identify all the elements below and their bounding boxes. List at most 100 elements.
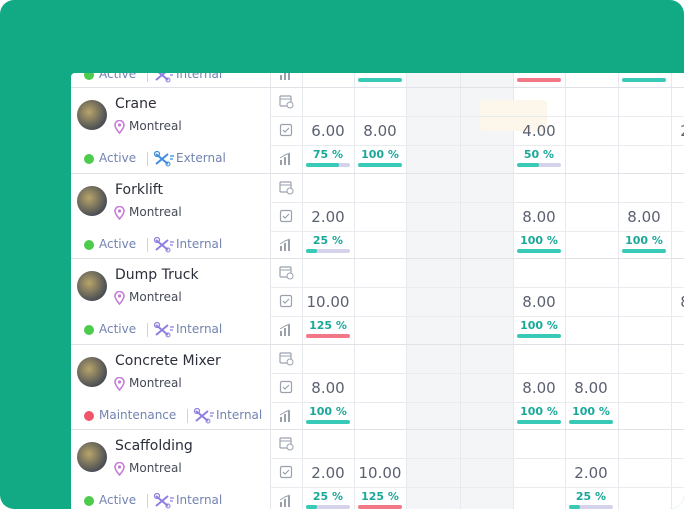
divider bbox=[147, 237, 148, 252]
type-text: Internal bbox=[176, 493, 223, 507]
hours: 4.00 bbox=[522, 122, 556, 140]
status-text: Active bbox=[99, 236, 137, 251]
divider bbox=[354, 73, 355, 509]
percent-label: 100 % bbox=[520, 319, 558, 332]
highlight bbox=[480, 100, 547, 131]
type-icon bbox=[153, 73, 175, 87]
hours: 8.00 bbox=[311, 378, 345, 397]
divider bbox=[187, 408, 188, 423]
hours: 8.00 bbox=[671, 293, 684, 311]
progress-track bbox=[358, 163, 402, 167]
hours: 8.00 bbox=[522, 293, 556, 311]
type-text: Internal bbox=[176, 73, 223, 81]
resource-location: Montreal bbox=[129, 461, 182, 475]
row-border bbox=[71, 343, 684, 345]
resource-grid: Active Internal 100 % 125 % 100 % Crane Montre… bbox=[71, 73, 684, 509]
progress-track bbox=[358, 77, 402, 82]
progress-fill bbox=[306, 248, 317, 253]
avatar bbox=[77, 271, 107, 301]
percent-label: 125 % bbox=[309, 319, 347, 332]
hours: 2.00 bbox=[311, 464, 345, 482]
calendar-icon bbox=[278, 264, 294, 284]
type-text: Internal bbox=[176, 322, 223, 336]
divider bbox=[671, 73, 672, 509]
status-dot bbox=[84, 154, 94, 164]
progress-track bbox=[569, 505, 613, 509]
subrow-border bbox=[270, 287, 684, 288]
location-pin bbox=[114, 290, 125, 309]
divider bbox=[618, 73, 619, 509]
percent-label: 125 % bbox=[515, 73, 563, 76]
percent-label: 100 % bbox=[361, 148, 399, 161]
divider bbox=[302, 73, 303, 509]
progress-track bbox=[569, 419, 613, 424]
divider bbox=[513, 73, 514, 509]
status-text: Active bbox=[99, 151, 137, 165]
chart-icon bbox=[278, 322, 294, 342]
location-pin bbox=[114, 461, 125, 480]
hours: 8.00 bbox=[522, 378, 556, 397]
row-border bbox=[71, 172, 684, 174]
progress-track bbox=[517, 419, 561, 424]
type-icon bbox=[153, 321, 175, 342]
progress-fill bbox=[306, 505, 317, 509]
subrow-border bbox=[270, 230, 684, 232]
row-border bbox=[71, 258, 684, 259]
calendar-icon bbox=[278, 350, 294, 370]
divider bbox=[147, 323, 148, 337]
hours: 10.00 bbox=[306, 293, 350, 311]
divider bbox=[147, 152, 148, 166]
status-text: Active bbox=[99, 73, 137, 81]
subrow-border bbox=[270, 458, 684, 459]
hours: 2.00 bbox=[574, 464, 608, 482]
chart-icon bbox=[278, 408, 294, 428]
status-dot bbox=[84, 410, 94, 421]
avatar bbox=[77, 356, 107, 387]
divider bbox=[147, 494, 148, 508]
divider bbox=[460, 73, 461, 509]
divider bbox=[565, 73, 566, 509]
progress-track bbox=[306, 248, 350, 253]
resource-name: Forklift bbox=[115, 181, 163, 198]
resource-location: Montreal bbox=[129, 204, 182, 219]
progress-fill bbox=[517, 163, 539, 167]
progress-track bbox=[517, 163, 561, 167]
chart-icon bbox=[278, 493, 294, 509]
status-text: Active bbox=[99, 322, 137, 336]
percent-label: 100 % bbox=[520, 404, 558, 418]
type-icon bbox=[153, 236, 175, 257]
progress-track bbox=[306, 334, 350, 338]
checklist-icon bbox=[278, 379, 294, 399]
divider bbox=[270, 73, 271, 509]
calendar-icon bbox=[278, 93, 294, 113]
percent-label: 25 % bbox=[312, 233, 344, 247]
status-dot bbox=[84, 496, 94, 506]
resource-location: Montreal bbox=[129, 290, 182, 304]
hours: 2.00 bbox=[671, 122, 684, 140]
percent-label: 100 % bbox=[309, 404, 347, 418]
divider bbox=[147, 73, 148, 82]
avatar bbox=[77, 100, 107, 130]
percent-label: 25 % bbox=[312, 490, 344, 503]
progress-track bbox=[517, 334, 561, 338]
subrow-border bbox=[270, 316, 684, 317]
type-text: Internal bbox=[176, 236, 223, 251]
percent-label: 50 % bbox=[523, 148, 555, 161]
divider bbox=[406, 73, 407, 509]
type-icon bbox=[153, 492, 175, 509]
progress-track bbox=[306, 419, 350, 424]
avatar bbox=[77, 442, 107, 472]
hours: 8.00 bbox=[574, 378, 608, 397]
calendar-icon bbox=[278, 435, 294, 455]
location-pin bbox=[114, 119, 125, 138]
resource-name: Crane bbox=[115, 96, 157, 112]
subrow-border bbox=[270, 145, 684, 146]
progress-track bbox=[517, 248, 561, 253]
row-border bbox=[71, 429, 684, 430]
status-text: Active bbox=[99, 493, 137, 507]
progress-track bbox=[358, 505, 402, 509]
hours: 8.00 bbox=[522, 207, 556, 226]
hours: 6.00 bbox=[311, 122, 345, 140]
avatar bbox=[77, 185, 107, 216]
